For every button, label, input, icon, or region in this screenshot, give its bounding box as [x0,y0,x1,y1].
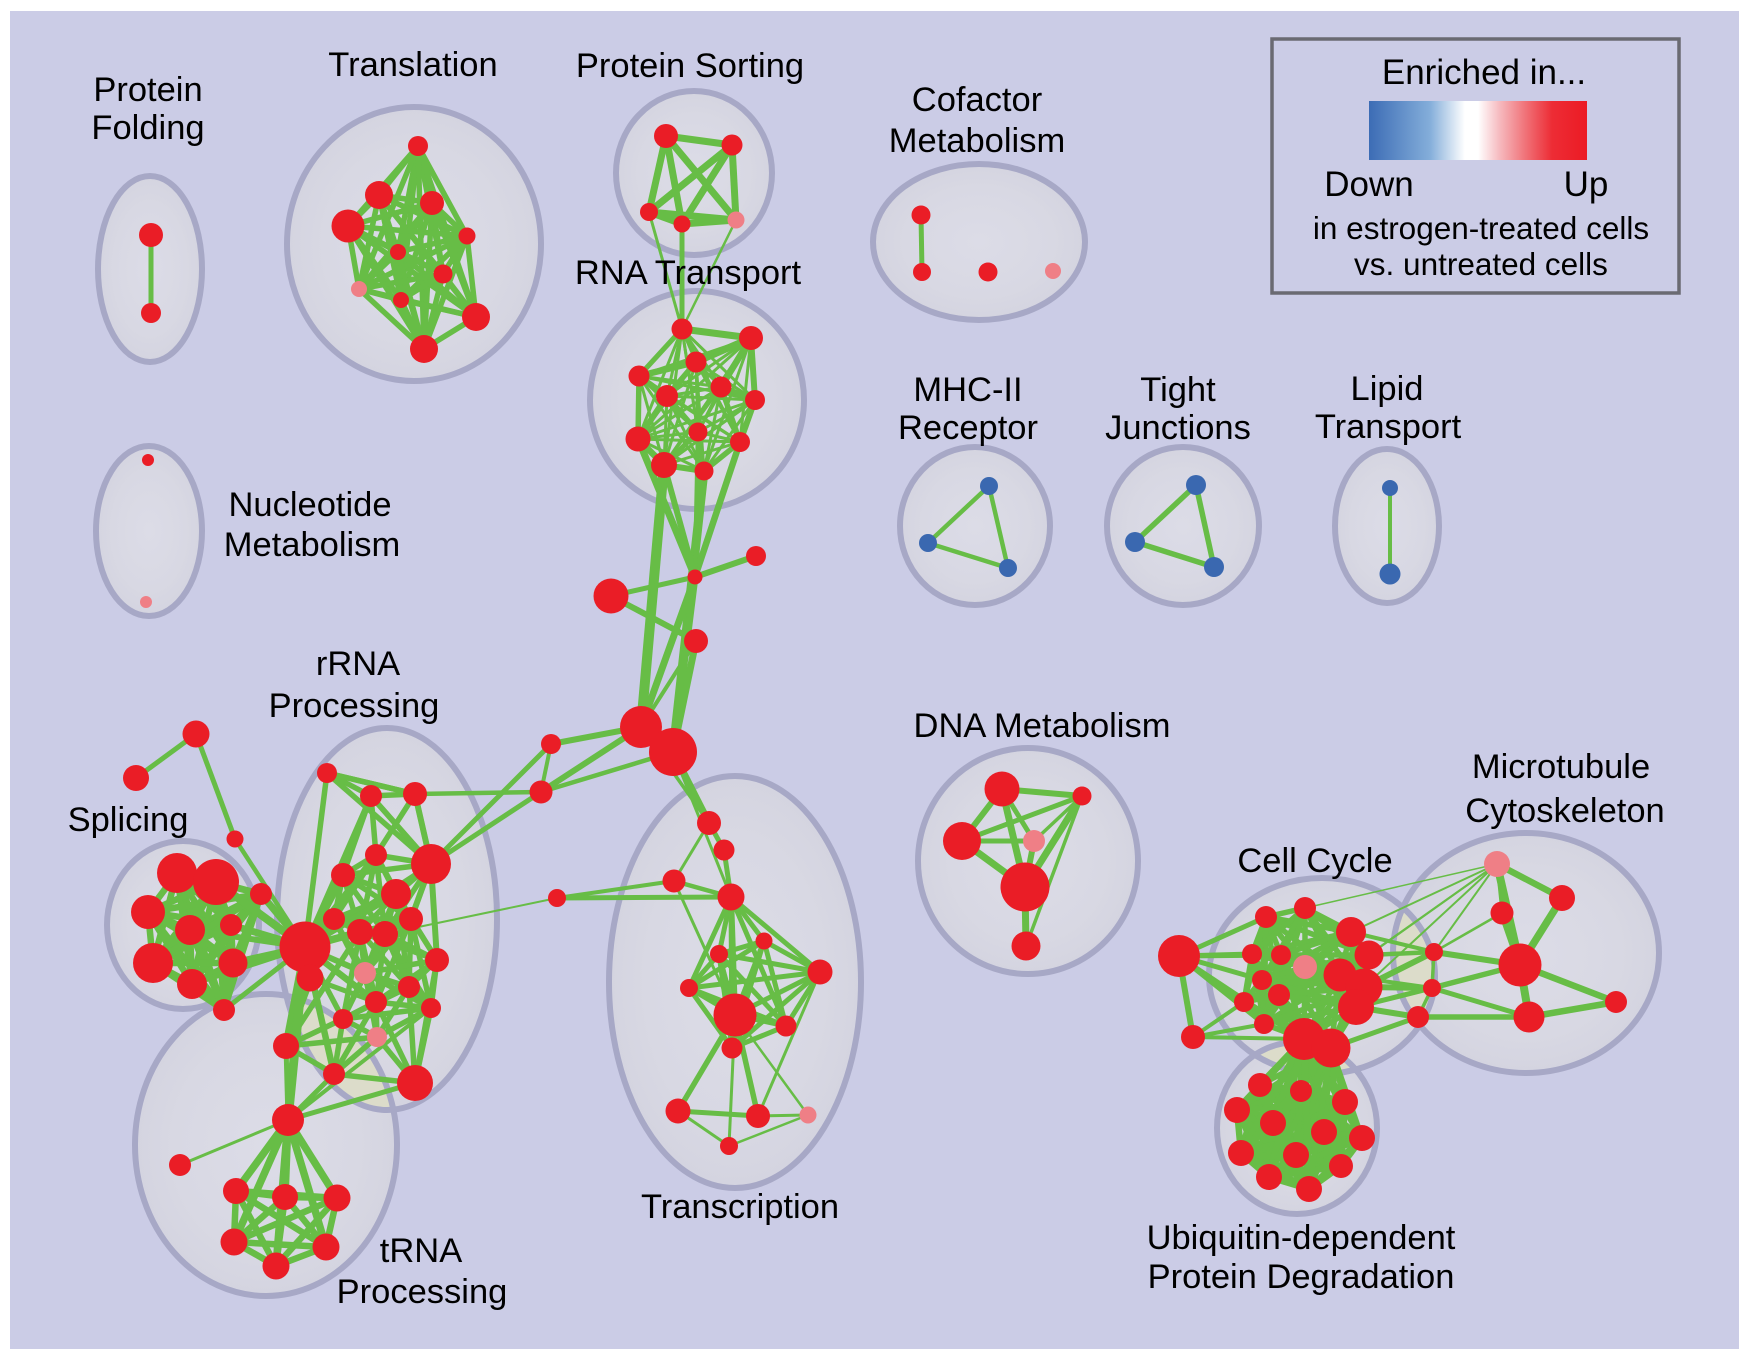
svg-text:Splicing: Splicing [68,801,189,839]
svg-text:MHC-II: MHC-II [913,371,1022,409]
svg-text:Metabolism: Metabolism [224,526,400,564]
svg-text:Enriched in...: Enriched in... [1382,53,1586,92]
svg-text:Tight: Tight [1140,371,1216,409]
svg-text:Up: Up [1564,165,1609,204]
svg-text:Processing: Processing [269,687,440,725]
svg-text:tRNA: tRNA [380,1232,462,1270]
svg-text:Transport: Transport [1315,408,1462,446]
svg-text:Nucleotide: Nucleotide [228,486,391,524]
svg-text:Processing: Processing [337,1273,508,1311]
svg-text:Cofactor: Cofactor [912,81,1042,119]
svg-text:Protein Sorting: Protein Sorting [576,47,804,85]
svg-text:Receptor: Receptor [898,409,1038,447]
svg-text:Cytoskeleton: Cytoskeleton [1465,792,1664,830]
svg-text:Microtubule: Microtubule [1472,748,1650,786]
svg-text:DNA Metabolism: DNA Metabolism [914,707,1171,745]
svg-text:RNA Transport: RNA Transport [575,254,802,292]
svg-text:Protein Degradation: Protein Degradation [1148,1258,1455,1296]
svg-text:vs. untreated cells: vs. untreated cells [1354,246,1608,282]
svg-text:Protein: Protein [93,71,202,109]
svg-text:Down: Down [1324,165,1413,204]
svg-text:Junctions: Junctions [1105,409,1251,447]
svg-text:Cell Cycle: Cell Cycle [1237,842,1392,880]
svg-text:Lipid: Lipid [1351,370,1424,408]
svg-text:Folding: Folding [91,109,204,147]
svg-text:Translation: Translation [328,46,497,84]
svg-text:in estrogen-treated cells: in estrogen-treated cells [1313,210,1649,246]
svg-text:rRNA: rRNA [316,645,400,683]
svg-text:Ubiquitin-dependent: Ubiquitin-dependent [1147,1219,1456,1257]
svg-text:Metabolism: Metabolism [889,122,1065,160]
svg-text:Transcription: Transcription [641,1188,839,1226]
